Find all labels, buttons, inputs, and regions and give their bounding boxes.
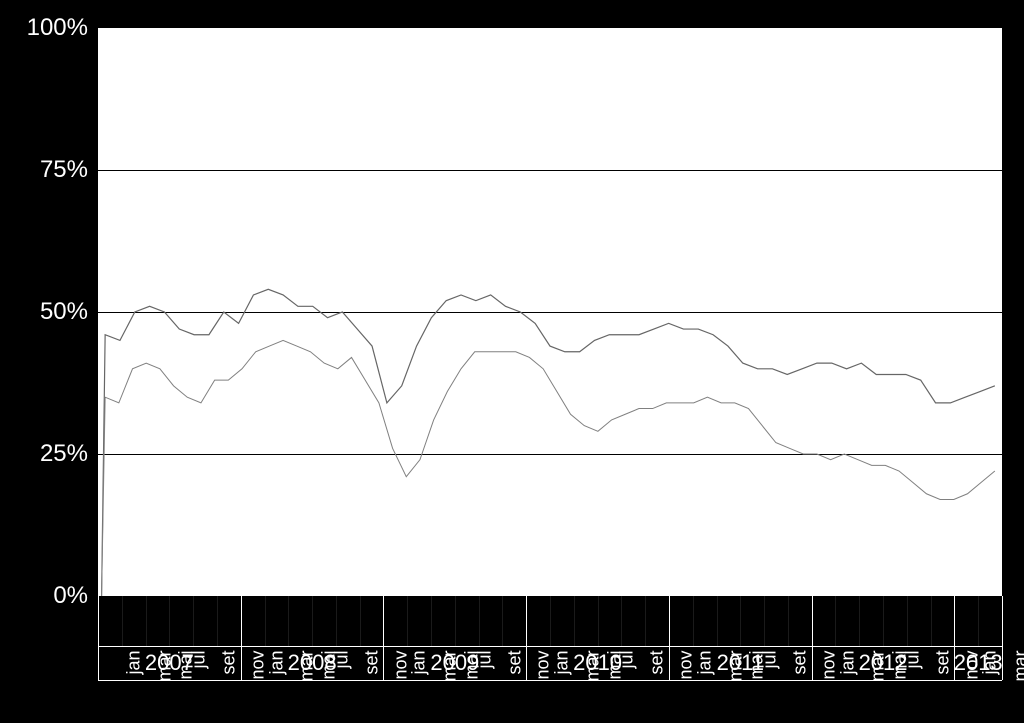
line-chart: 0%25%50%75%100%janmarmaijulsetnovjanmarm… [0, 0, 1024, 723]
series-layer [0, 0, 1024, 723]
series-upper [102, 289, 995, 596]
series-lower [102, 340, 995, 596]
